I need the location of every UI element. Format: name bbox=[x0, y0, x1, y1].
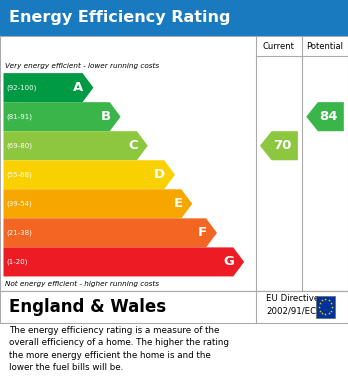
Text: F: F bbox=[198, 226, 207, 239]
Text: 84: 84 bbox=[319, 110, 338, 123]
Text: (69-80): (69-80) bbox=[6, 142, 32, 149]
Polygon shape bbox=[3, 189, 192, 218]
Bar bbox=[316, 296, 335, 318]
Text: Not energy efficient - higher running costs: Not energy efficient - higher running co… bbox=[5, 281, 159, 287]
Text: A: A bbox=[73, 81, 84, 94]
Text: 70: 70 bbox=[273, 139, 292, 152]
Polygon shape bbox=[3, 218, 217, 248]
Polygon shape bbox=[306, 102, 344, 131]
Text: Current: Current bbox=[263, 41, 295, 51]
Bar bbox=[0, 291, 348, 323]
Text: (21-38): (21-38) bbox=[6, 230, 32, 236]
Text: (1-20): (1-20) bbox=[6, 259, 27, 265]
Polygon shape bbox=[3, 131, 148, 160]
Text: Potential: Potential bbox=[307, 41, 343, 51]
Polygon shape bbox=[3, 160, 175, 189]
Text: (92-100): (92-100) bbox=[6, 84, 37, 91]
Bar bbox=[0, 36, 348, 291]
Text: B: B bbox=[101, 110, 111, 123]
Text: Very energy efficient - lower running costs: Very energy efficient - lower running co… bbox=[5, 63, 159, 69]
Text: EU Directive
2002/91/EC: EU Directive 2002/91/EC bbox=[266, 294, 319, 316]
Polygon shape bbox=[3, 248, 244, 276]
Text: C: C bbox=[128, 139, 138, 152]
Text: D: D bbox=[154, 168, 165, 181]
Polygon shape bbox=[3, 73, 93, 102]
Text: (39-54): (39-54) bbox=[6, 201, 32, 207]
Polygon shape bbox=[260, 131, 298, 160]
Text: E: E bbox=[173, 197, 182, 210]
Bar bbox=[0, 0, 348, 36]
Text: Energy Efficiency Rating: Energy Efficiency Rating bbox=[9, 11, 230, 25]
Text: England & Wales: England & Wales bbox=[9, 298, 166, 316]
Text: (81-91): (81-91) bbox=[6, 113, 32, 120]
Text: The energy efficiency rating is a measure of the
overall efficiency of a home. T: The energy efficiency rating is a measur… bbox=[9, 326, 229, 372]
Text: (55-68): (55-68) bbox=[6, 172, 32, 178]
Polygon shape bbox=[3, 102, 120, 131]
Text: G: G bbox=[223, 255, 234, 268]
